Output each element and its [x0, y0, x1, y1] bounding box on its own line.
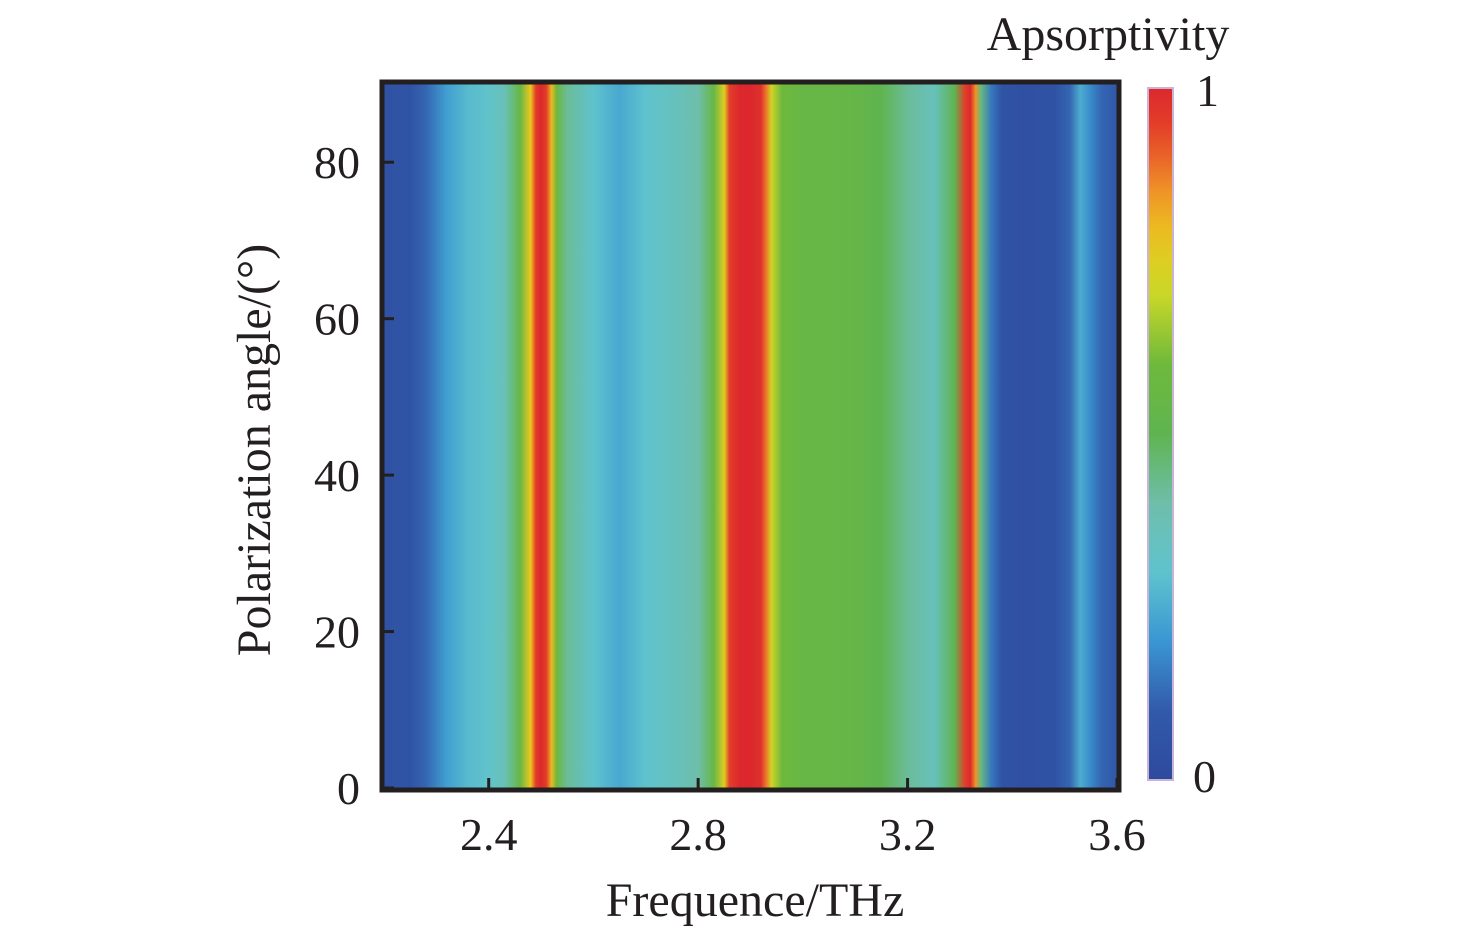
plot-frame: [379, 79, 1122, 793]
x-tick-label: 3.2: [879, 809, 937, 860]
y-axis: 0 20 40 60 80: [314, 137, 394, 814]
x-axis-title: Frequence/THz: [606, 874, 905, 927]
x-tick-label: 3.6: [1088, 809, 1146, 860]
y-axis-title: Polarization angle/(°): [228, 244, 281, 656]
y-tick-label: 20: [314, 607, 360, 658]
colorbar-max-label: 1: [1196, 65, 1219, 116]
colorbar: [1147, 87, 1174, 781]
y-tick-label: 60: [314, 294, 360, 345]
x-axis: 2.4 2.8 3.2 3.6: [460, 778, 1146, 860]
colorbar-title: Apsorptivity: [987, 8, 1230, 61]
y-tick-label: 40: [314, 450, 360, 501]
y-tick-label: 80: [314, 137, 360, 188]
x-tick-label: 2.8: [669, 809, 727, 860]
x-tick-label: 2.4: [460, 809, 518, 860]
y-tick-label: 0: [337, 763, 360, 814]
heatmap-surface: [384, 84, 1117, 788]
colorbar-min-label: 0: [1193, 751, 1216, 802]
